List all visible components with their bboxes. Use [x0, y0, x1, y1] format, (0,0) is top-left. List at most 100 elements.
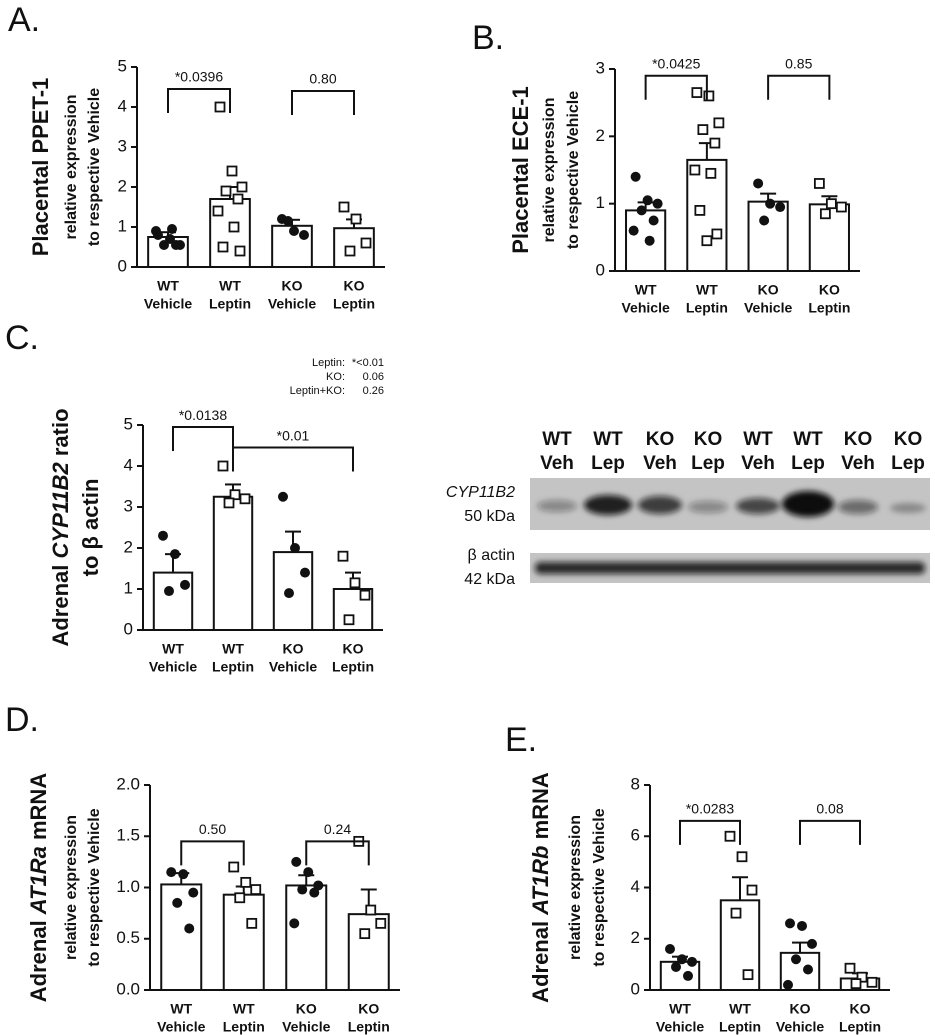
- data-point: [188, 887, 199, 898]
- significance-bracket: [291, 90, 355, 115]
- x-tick-label: KO: [344, 278, 365, 294]
- lane-label: KO: [694, 429, 723, 450]
- western-blot: [530, 478, 930, 583]
- y-axis-label-part: AT1Ra: [26, 846, 51, 915]
- x-tick-label: Leptin: [332, 659, 374, 675]
- data-point: [701, 235, 713, 247]
- data-point: [151, 226, 161, 236]
- data-point: [736, 851, 748, 863]
- y-tick-label: 0: [596, 260, 605, 279]
- y-axis-label: to respective Vehicle: [591, 808, 608, 966]
- y-axis-label-part: relative expression: [63, 95, 80, 240]
- y-axis-label-part: to respective Vehicle: [86, 808, 103, 966]
- data-point: [220, 185, 232, 197]
- data-point: [166, 867, 177, 878]
- y-tick-label: 3: [124, 496, 133, 515]
- y-tick-label: 5: [124, 414, 133, 433]
- y-tick-label: 2: [631, 928, 640, 947]
- significance-label: *0.0138: [179, 407, 227, 423]
- significance-bracket: [644, 74, 708, 100]
- x-tick-label: Leptin: [348, 1019, 390, 1035]
- data-point: [691, 87, 703, 98]
- data-point: [365, 904, 377, 916]
- x-tick-label: Vehicle: [776, 1019, 824, 1035]
- y-tick-label: 0: [118, 256, 127, 275]
- lane-label: Veh: [841, 453, 875, 474]
- data-point: [239, 493, 251, 505]
- data-point: [630, 171, 641, 182]
- x-tick-label: WT: [222, 641, 244, 657]
- data-point: [289, 226, 299, 236]
- y-axis-label-part: Adrenal: [528, 915, 553, 1003]
- x-tick-label: Leptin: [212, 659, 254, 675]
- x-tick-label: Vehicle: [149, 659, 197, 675]
- lane-label: Lep: [691, 453, 725, 474]
- data-point: [350, 213, 362, 225]
- lane-label: KO: [844, 429, 873, 450]
- band: [537, 500, 577, 512]
- x-tick-label: KO: [296, 1001, 317, 1017]
- data-point: [648, 215, 659, 226]
- stats-name: Leptin:: [312, 357, 345, 369]
- bar: [222, 893, 265, 991]
- stats-name: Leptin+KO:: [290, 385, 345, 397]
- x-tick-label: KO: [343, 641, 364, 657]
- y-tick-label: 5: [118, 56, 127, 75]
- significance-label: 0.85: [785, 55, 812, 71]
- significance-label: 0.80: [309, 71, 336, 87]
- x-tick-label: WT: [219, 278, 241, 294]
- y-axis-label: Adrenal CYP11B2 ratio: [48, 408, 73, 646]
- band: [584, 495, 632, 515]
- data-point: [375, 917, 387, 929]
- band: [782, 491, 834, 517]
- y-tick-label: 1.0: [116, 877, 140, 896]
- stats-name: KO:: [326, 371, 345, 383]
- lane-label: KO: [646, 429, 675, 450]
- y-tick-label: 2: [596, 126, 605, 145]
- y-axis-label: relative expression: [567, 815, 584, 960]
- y-axis-label: to respective Vehicle: [86, 88, 103, 246]
- stats-value: 0.06: [363, 371, 384, 383]
- significance-bracket: [232, 446, 354, 472]
- lane-label: WT: [593, 429, 623, 450]
- x-tick-label: Leptin: [808, 300, 850, 316]
- lane-label: WT: [743, 429, 773, 450]
- data-point: [813, 178, 825, 189]
- data-point: [797, 920, 807, 931]
- y-tick-label: 0: [631, 979, 640, 998]
- x-tick-label: WT: [157, 278, 179, 294]
- data-point: [671, 961, 681, 972]
- y-axis-label: to respective Vehicle: [565, 91, 582, 249]
- x-tick-label: Leptin: [686, 300, 728, 316]
- y-axis-label-part: to respective Vehicle: [591, 808, 608, 966]
- y-tick-label: 1: [596, 193, 605, 212]
- y-tick-label: 6: [631, 826, 640, 845]
- stats-value: 0.26: [363, 385, 384, 397]
- lane-label: Veh: [741, 453, 775, 474]
- x-tick-label: Vehicle: [282, 1019, 330, 1035]
- band: [638, 496, 682, 514]
- x-tick-label: Vehicle: [621, 300, 669, 316]
- band: [736, 498, 780, 514]
- y-axis-label-part: ratio: [48, 408, 73, 462]
- x-tick-label: Vehicle: [656, 1019, 704, 1035]
- y-axis-label-part: to β actin: [78, 479, 103, 577]
- data-point: [785, 918, 795, 929]
- data-point: [171, 240, 181, 250]
- data-point: [856, 971, 868, 983]
- data-point: [338, 201, 350, 213]
- lane-label: Veh: [540, 453, 574, 474]
- band: [838, 500, 878, 514]
- x-tick-label: Vehicle: [157, 1019, 205, 1035]
- data-point: [158, 530, 168, 541]
- data-point: [170, 549, 180, 560]
- data-point: [223, 497, 235, 509]
- data-point: [689, 164, 701, 176]
- significance-bracket: [679, 819, 741, 845]
- y-tick-label: 3: [118, 136, 127, 155]
- y-axis-label: to β actin: [78, 479, 103, 577]
- data-point: [753, 178, 764, 189]
- data-point: [290, 543, 300, 553]
- y-axis-label-part: Placental ECE-1: [508, 86, 533, 254]
- x-tick-label: KO: [758, 282, 779, 298]
